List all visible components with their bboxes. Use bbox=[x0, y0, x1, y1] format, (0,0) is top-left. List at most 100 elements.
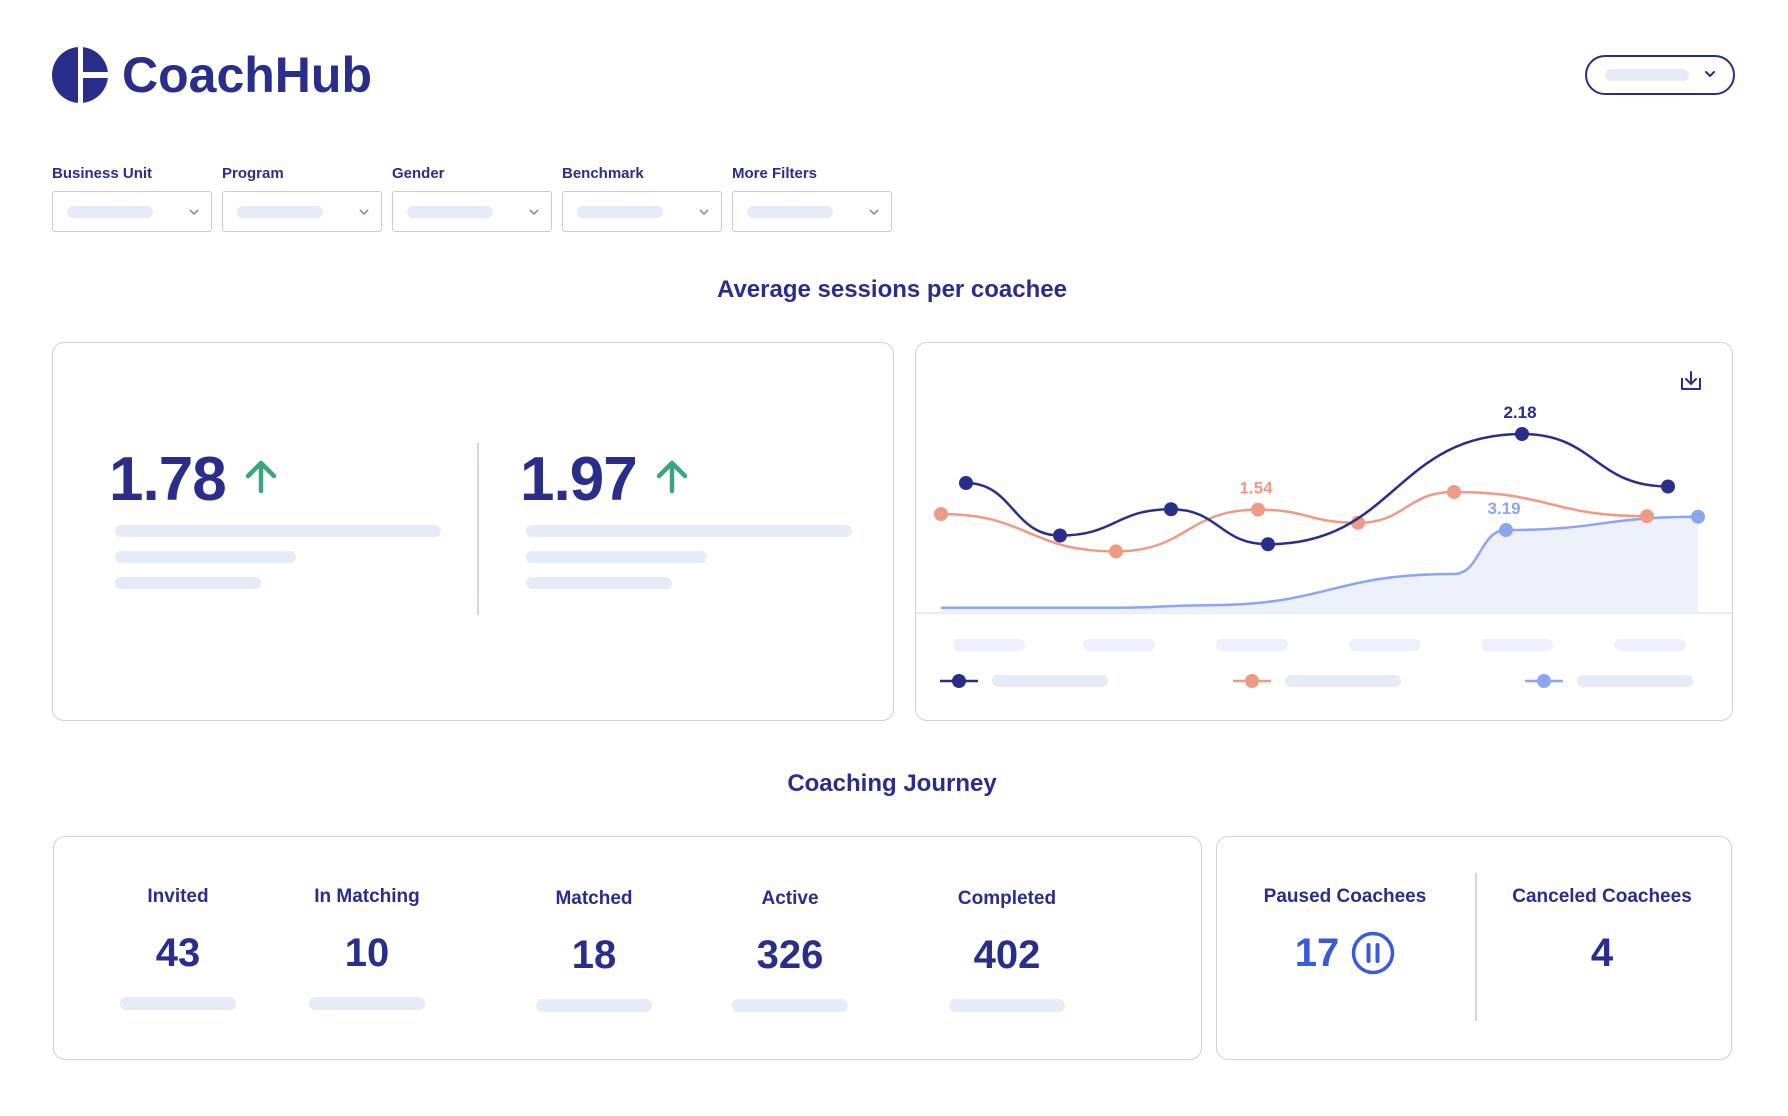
series-line bbox=[941, 515, 1699, 610]
chevron-down-icon bbox=[529, 209, 539, 216]
data-point bbox=[1261, 537, 1275, 552]
sessions-kpi-card: 1.78 1.97 bbox=[52, 342, 894, 721]
kpi-value: 1.78 bbox=[109, 444, 227, 514]
filter-label: Program bbox=[222, 165, 284, 182]
legend-label-placeholder bbox=[1285, 675, 1401, 687]
pause-icon[interactable] bbox=[1351, 931, 1395, 975]
paused-canceled-card: Paused Coachees 17 Canceled Coachees 4 bbox=[1216, 836, 1732, 1060]
select-value-placeholder bbox=[407, 205, 493, 218]
arrow-up-icon bbox=[656, 460, 687, 494]
filter-more: More Filters bbox=[732, 164, 892, 232]
select-value-placeholder bbox=[747, 205, 833, 218]
filter-label: More Filters bbox=[732, 165, 818, 182]
coachhub-logo[interactable]: CoachHub bbox=[52, 46, 372, 104]
business-unit-select[interactable] bbox=[52, 191, 212, 232]
canceled-value: 4 bbox=[1590, 931, 1614, 975]
stage-matched: Matched 18 bbox=[514, 887, 674, 1012]
data-point bbox=[1515, 427, 1529, 441]
filter-benchmark: Benchmark bbox=[562, 164, 722, 232]
arrow-up-icon bbox=[245, 460, 276, 494]
stage-completed: Completed 402 bbox=[927, 887, 1087, 1012]
filter-business-unit: Business Unit bbox=[52, 164, 212, 232]
data-point bbox=[1661, 479, 1675, 494]
sessions-chart-card: 3.19 1.54 2.18 bbox=[915, 342, 1733, 721]
kpi-block: 1.78 bbox=[109, 443, 441, 589]
filter-bar: Business Unit Program Gender Benchmark M… bbox=[52, 164, 892, 232]
stage-caption-placeholder bbox=[309, 997, 425, 1010]
kpi-block: 1.97 bbox=[520, 443, 852, 589]
data-label: 3.19 bbox=[1487, 499, 1520, 518]
chevron-down-icon bbox=[1705, 71, 1715, 78]
series-area bbox=[941, 516, 1698, 613]
select-value-placeholder bbox=[577, 205, 663, 218]
stage-in-matching: In Matching 10 bbox=[287, 885, 447, 1010]
stage-value: 18 bbox=[571, 933, 617, 977]
kpi-caption-placeholder bbox=[115, 577, 261, 589]
legend-label-placeholder bbox=[992, 675, 1108, 687]
stage-label: In Matching bbox=[314, 886, 420, 907]
chevron-down-icon bbox=[699, 209, 709, 216]
coachhub-logo-icon bbox=[52, 47, 108, 103]
canceled-coachees: Canceled Coachees 4 bbox=[1502, 885, 1702, 977]
data-point bbox=[1447, 485, 1461, 499]
kpi-caption-placeholder bbox=[526, 525, 852, 537]
stage-caption-placeholder bbox=[536, 999, 652, 1012]
stage-label: Completed bbox=[957, 888, 1057, 909]
benchmark-select[interactable] bbox=[562, 191, 722, 232]
kpi-caption-placeholder bbox=[115, 525, 441, 537]
legend-marker bbox=[1245, 674, 1259, 688]
journey-section-title: Coaching Journey bbox=[787, 770, 997, 797]
filter-gender: Gender bbox=[392, 164, 552, 232]
journey-card: Invited 43 In Matching 10 Matched 18 Act… bbox=[53, 836, 1202, 1060]
data-point bbox=[934, 507, 948, 521]
stage-caption-placeholder bbox=[732, 999, 848, 1012]
stage-label: Active bbox=[761, 888, 819, 909]
data-point bbox=[1109, 544, 1123, 559]
data-point bbox=[1164, 502, 1178, 517]
filter-program: Program bbox=[222, 164, 382, 232]
paused-divider bbox=[1475, 873, 1477, 1021]
select-value-placeholder bbox=[67, 205, 153, 218]
data-point bbox=[1499, 523, 1513, 538]
data-point bbox=[1640, 509, 1654, 524]
sessions-section-title: Average sessions per coachee bbox=[717, 276, 1067, 303]
brand-name: CoachHub bbox=[122, 47, 372, 103]
data-point bbox=[1251, 502, 1265, 517]
select-value-placeholder bbox=[237, 205, 323, 218]
filter-label: Gender bbox=[392, 165, 445, 182]
stage-caption-placeholder bbox=[120, 997, 236, 1010]
kpi-caption-placeholder bbox=[115, 551, 296, 563]
series-line bbox=[940, 490, 1648, 553]
data-point bbox=[959, 476, 973, 490]
stage-value: 43 bbox=[155, 931, 201, 975]
x-tick-placeholder bbox=[1481, 639, 1553, 651]
sessions-line-chart: 3.19 1.54 2.18 bbox=[916, 371, 1732, 688]
stage-value: 402 bbox=[973, 933, 1041, 977]
program-select[interactable] bbox=[222, 191, 382, 232]
x-tick-placeholder bbox=[1216, 639, 1288, 651]
stage-value: 10 bbox=[344, 931, 390, 975]
user-name-placeholder bbox=[1605, 69, 1689, 81]
data-point bbox=[1691, 509, 1705, 524]
x-tick-placeholder bbox=[1349, 639, 1421, 651]
stage-value: 326 bbox=[756, 933, 824, 977]
stage-invited: Invited 43 bbox=[98, 885, 258, 1010]
data-label: 2.18 bbox=[1503, 403, 1536, 422]
filter-label: Benchmark bbox=[562, 165, 644, 182]
chevron-down-icon bbox=[869, 209, 879, 216]
x-tick-placeholder bbox=[1614, 639, 1686, 651]
paused-coachees: Paused Coachees 17 bbox=[1245, 885, 1445, 977]
download-icon[interactable] bbox=[1681, 371, 1701, 390]
chevron-down-icon bbox=[359, 209, 369, 216]
paused-label: Paused Coachees bbox=[1263, 886, 1427, 907]
legend-marker bbox=[952, 674, 966, 688]
kpi-caption-placeholder bbox=[526, 551, 707, 563]
stage-active: Active 326 bbox=[710, 887, 870, 1012]
more-filters-select[interactable] bbox=[732, 191, 892, 232]
user-menu-dropdown[interactable] bbox=[1585, 55, 1735, 95]
kpi-value: 1.97 bbox=[520, 444, 638, 514]
gender-select[interactable] bbox=[392, 191, 552, 232]
canceled-label: Canceled Coachees bbox=[1512, 886, 1692, 907]
kpi-divider bbox=[477, 443, 479, 615]
x-tick-placeholder bbox=[953, 639, 1025, 651]
